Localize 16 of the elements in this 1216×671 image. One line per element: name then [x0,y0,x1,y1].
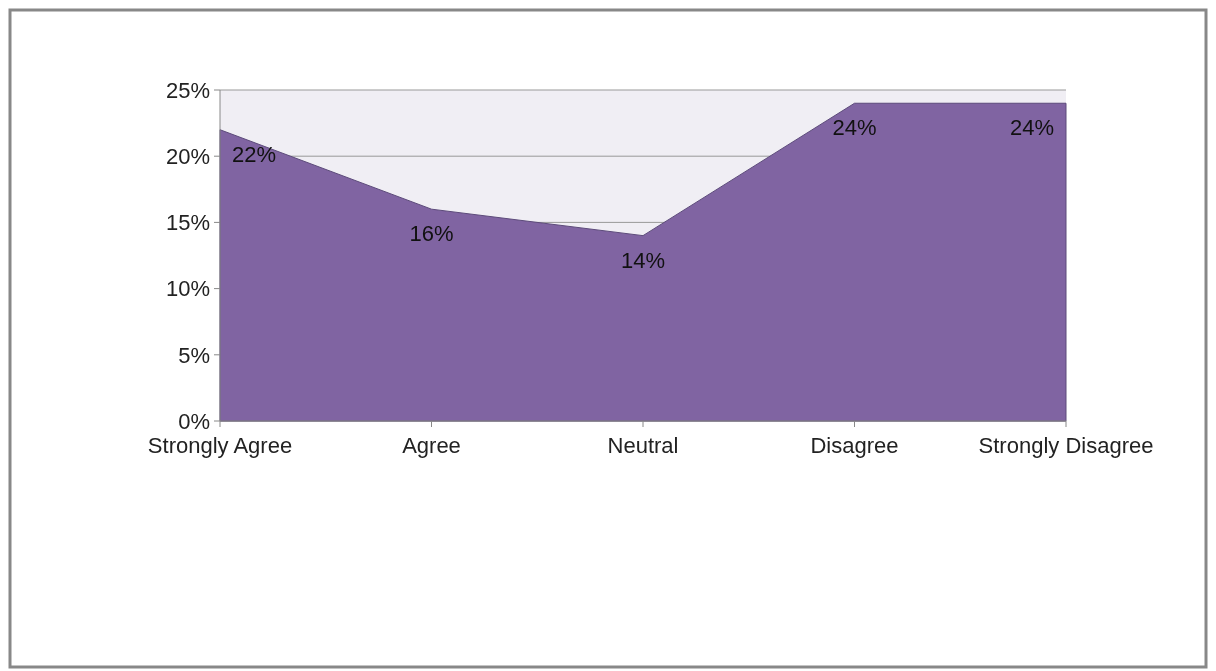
data-label: 16% [409,221,454,247]
y-tick-label: 10% [165,276,210,302]
y-tick-label: 20% [165,143,210,169]
x-tick-label: Neutral [607,433,679,458]
y-tick-label: 5% [178,342,210,368]
data-label: 24% [1009,115,1055,141]
y-tick-label: 0% [178,408,210,434]
x-tick-label: Agree [402,433,461,458]
y-tick-label: 25% [165,77,210,103]
x-tick-label: Strongly Agree [147,433,293,458]
y-tick-label: 15% [165,210,210,236]
data-label: 22% [231,141,277,167]
x-tick-label: Strongly Disagree [978,433,1154,458]
data-label: 24% [832,115,877,141]
data-label: 14% [620,247,666,273]
x-tick-label: Disagree [810,433,899,458]
